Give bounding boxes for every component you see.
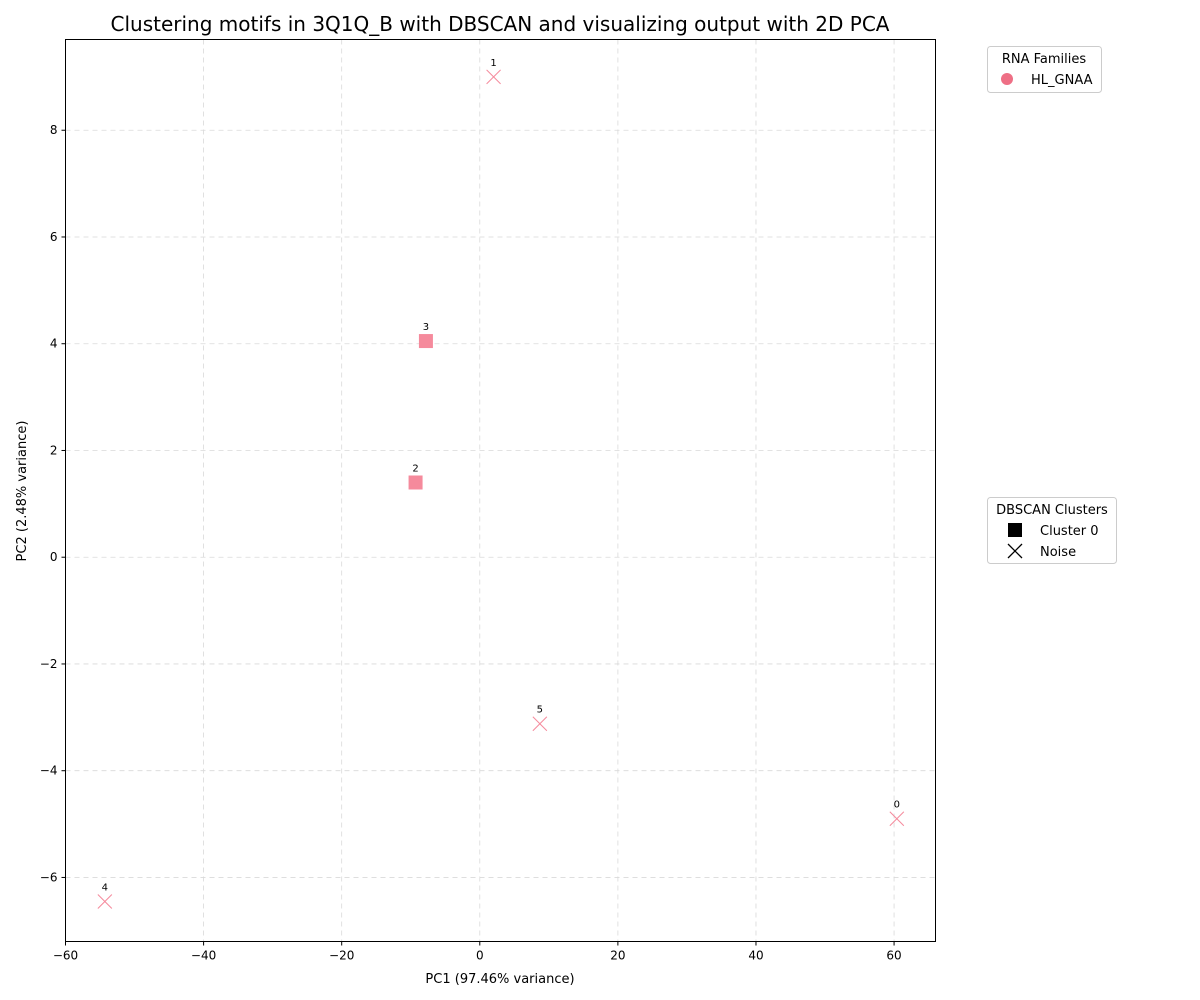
legend-noise-marker xyxy=(1007,543,1023,559)
point-label: 1 xyxy=(490,58,496,69)
legend-dbscan-clusters: DBSCAN Clusters Cluster 0 Noise xyxy=(987,497,1117,564)
legend-rna-families: RNA Families HL_GNAA xyxy=(987,46,1102,93)
plot-frame xyxy=(65,39,936,942)
x-tick-label: −60 xyxy=(53,949,78,963)
legend-cluster-0-marker xyxy=(1008,523,1022,537)
y-tick-label: −6 xyxy=(40,870,58,884)
y-tick-label: −2 xyxy=(40,657,58,671)
point-label: 0 xyxy=(894,800,900,811)
legend-clusters-title: DBSCAN Clusters xyxy=(996,503,1108,518)
x-axis-label: PC1 (97.46% variance) xyxy=(425,972,574,987)
point-label: 5 xyxy=(537,705,543,716)
x-tick-label: 20 xyxy=(610,949,625,963)
point-label: 3 xyxy=(423,322,429,333)
y-tick-label: 2 xyxy=(50,443,58,457)
chart-title: Clustering motifs in 3Q1Q_B with DBSCAN … xyxy=(111,12,890,36)
x-axis-ticks: −60 −40 −20 0 20 40 60 xyxy=(53,941,902,963)
cluster-marker xyxy=(418,334,433,349)
noise-marker xyxy=(486,69,501,85)
x-tick-label: −20 xyxy=(329,949,354,963)
grid xyxy=(65,39,936,942)
cluster-marker xyxy=(408,475,423,490)
legend-family-hl-gnaa: HL_GNAA xyxy=(1031,73,1093,88)
y-tick-label: 8 xyxy=(50,123,58,137)
point-label: 4 xyxy=(102,882,108,893)
y-axis-ticks: −6 −4 −2 0 2 4 6 8 xyxy=(40,123,66,884)
legend-family-hl-gnaa-marker xyxy=(1001,73,1013,85)
data-point-4: 4 xyxy=(97,882,113,909)
noise-marker xyxy=(97,894,113,909)
x-tick-label: 40 xyxy=(748,949,763,963)
y-axis-label: PC2 (2.48% variance) xyxy=(15,421,30,562)
data-point-0: 0 xyxy=(889,800,905,827)
data-point-5: 5 xyxy=(532,705,548,732)
data-point-1: 1 xyxy=(486,58,501,85)
legend-cluster-0: Cluster 0 xyxy=(1040,524,1099,539)
data-point-3: 3 xyxy=(418,322,433,349)
x-tick-label: −40 xyxy=(191,949,216,963)
y-tick-label: 6 xyxy=(50,230,58,244)
point-label: 2 xyxy=(412,463,418,474)
y-tick-label: 4 xyxy=(50,337,58,351)
noise-marker xyxy=(532,716,548,732)
noise-marker xyxy=(889,811,905,827)
legend-families-box xyxy=(987,46,1102,93)
data-points: 0 1 2 3 4 5 xyxy=(97,58,905,909)
legend-families-title: RNA Families xyxy=(1002,52,1087,67)
data-point-2: 2 xyxy=(408,463,423,490)
x-tick-label: 0 xyxy=(476,949,484,963)
y-tick-label: 0 xyxy=(50,550,58,564)
legend-noise: Noise xyxy=(1040,545,1076,560)
y-tick-label: −4 xyxy=(40,764,58,778)
x-tick-label: 60 xyxy=(886,949,901,963)
